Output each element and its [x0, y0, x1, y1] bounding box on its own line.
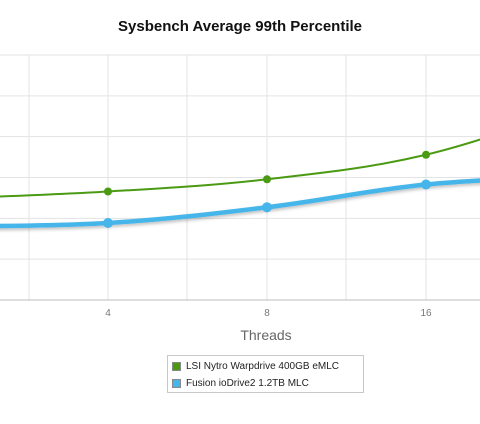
legend-item-lsi: LSI Nytro Warpdrive 400GB eMLC — [172, 358, 363, 375]
data-point-fusion-4 — [103, 218, 113, 228]
data-point-lsi-16 — [422, 150, 430, 159]
chart-title: Sysbench Average 99th Percentile — [118, 18, 362, 35]
x-tick-labels: 4 8 16 — [105, 308, 432, 319]
data-point-fusion-16 — [421, 179, 431, 190]
x-tick-label-16: 16 — [420, 308, 432, 319]
grid — [0, 54, 480, 301]
series-fusion — [0, 178, 480, 229]
series-lsi — [0, 138, 480, 198]
data-point-lsi-4 — [104, 187, 112, 196]
x-tick-label-8: 8 — [264, 308, 270, 319]
legend-label-lsi: LSI Nytro Warpdrive 400GB eMLC — [186, 361, 340, 372]
legend-swatch-lsi — [172, 362, 181, 371]
legend-swatch-fusion — [172, 379, 181, 388]
data-point-fusion-8 — [262, 202, 272, 213]
data-point-lsi-8 — [263, 175, 271, 184]
legend-item-fusion: Fusion ioDrive2 1.2TB MLC — [172, 375, 363, 392]
x-tick-label-4: 4 — [105, 308, 111, 319]
series-line-fusion — [0, 178, 480, 229]
x-axis-title: Threads — [240, 327, 291, 343]
legend: LSI Nytro Warpdrive 400GB eMLC Fusion io… — [167, 355, 364, 393]
series — [0, 138, 480, 229]
legend-label-fusion: Fusion ioDrive2 1.2TB MLC — [186, 378, 309, 389]
